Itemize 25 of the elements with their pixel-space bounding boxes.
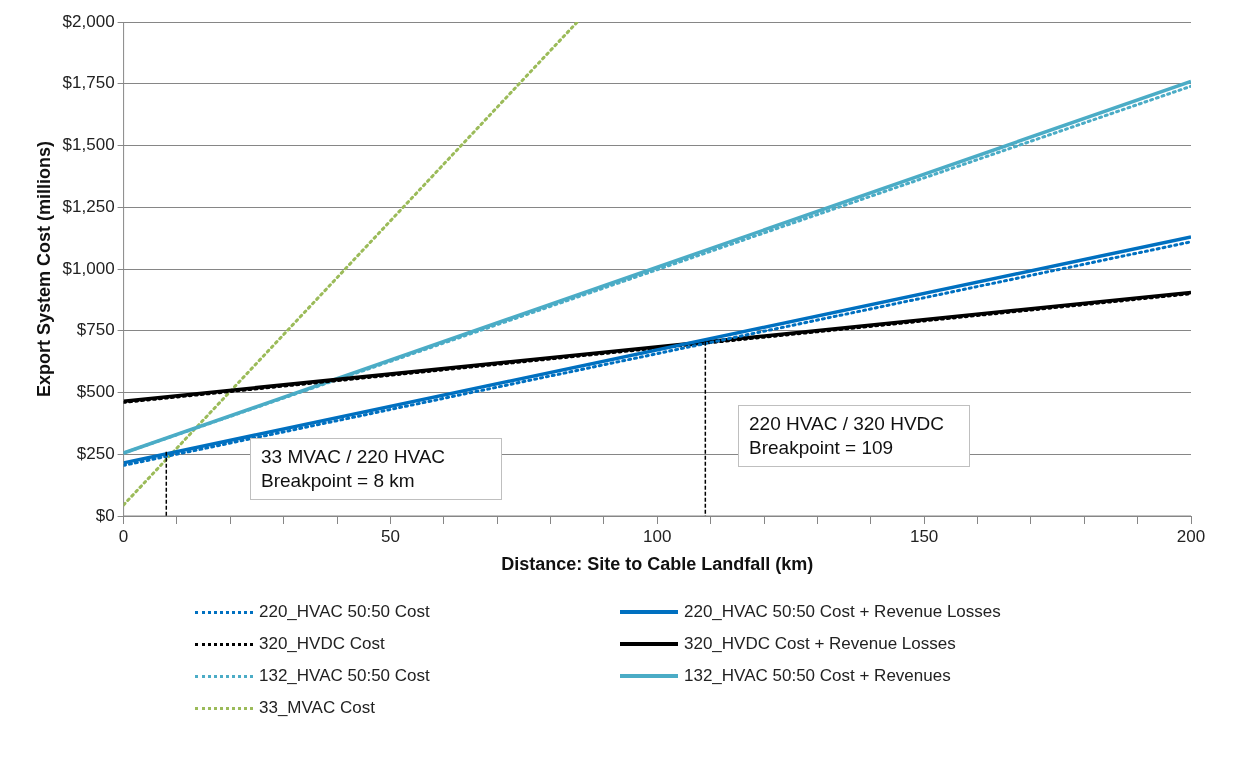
y-tick-label: $500 [76,382,115,402]
y-tick-label: $1,500 [62,135,115,155]
x-tick-label: 100 [643,526,672,546]
legend-label: 220_HVAC 50:50 Cost + Revenue Losses [684,602,1001,622]
y-tick-label: $250 [76,443,115,463]
note-box: 220 HVAC / 320 HVDC Breakpoint = 109 [738,405,970,467]
legend-label: 132_HVAC 50:50 Cost [259,666,430,686]
legend-label: 33_MVAC Cost [259,698,375,718]
y-axis-title: Export System Cost (millions) [33,140,54,398]
legend-label: 132_HVAC 50:50 Cost + Revenues [684,666,951,686]
x-tick-label: 0 [118,526,129,546]
x-tick-label: 200 [1176,526,1206,546]
legend-label: 320_HVDC Cost [259,634,385,654]
legend-label: 220_HVAC 50:50 Cost [259,602,430,622]
x-tick-label: 50 [380,526,400,546]
y-tick-label: $2,000 [62,11,115,31]
legend-label: 320_HVDC Cost + Revenue Losses [684,634,956,654]
y-tick-label: $750 [76,320,115,340]
x-tick-label: 150 [909,526,939,546]
y-tick-label: $1,250 [62,196,115,216]
y-tick-label: $0 [95,505,115,525]
x-axis-title: Distance: Site to Cable Landfall (km) [501,554,814,575]
note-box: 33 MVAC / 220 HVAC Breakpoint = 8 km [250,438,502,500]
y-tick-label: $1,750 [62,73,115,93]
y-tick-label: $1,000 [62,258,115,278]
